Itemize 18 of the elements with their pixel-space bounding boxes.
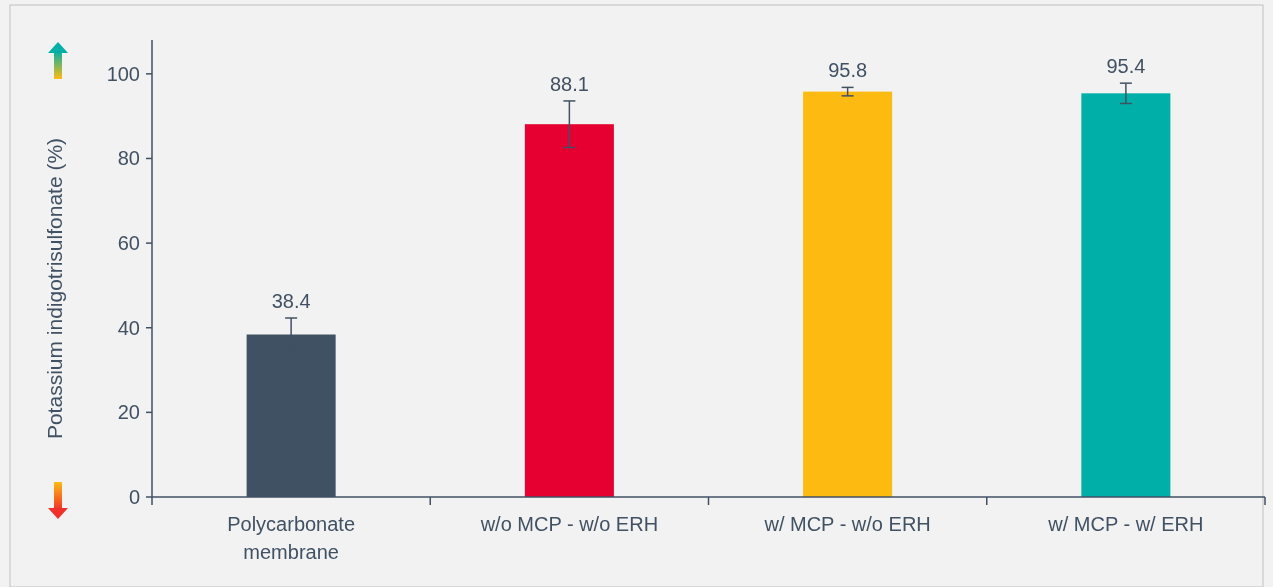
data-label: 95.4 [1106,55,1146,78]
y-tick-label: 0 [128,486,140,508]
y-tick-label: 80 [117,147,140,170]
x-tick-label: w/o MCP - w/o ERH [479,513,659,535]
x-tick-label: w/ MCP - w/ ERH [1047,513,1204,535]
data-label: 88.1 [549,72,589,95]
y-tick-label: 40 [117,316,140,339]
x-tick-label: w/ MCP - w/o ERH [763,513,931,535]
y-axis-title: Potassium indigotrisulfonate (%) [43,137,66,440]
x-tick-label: Polycarbonate membrane [227,513,356,563]
y-tick-label: 60 [117,232,140,255]
y-tick-label: 100 [106,62,140,85]
data-label: 95.8 [828,59,868,82]
bar [524,124,614,497]
data-label: 38.4 [271,290,311,313]
bar [1081,93,1171,497]
y-tick-label: 20 [117,401,140,424]
bar [803,91,893,497]
